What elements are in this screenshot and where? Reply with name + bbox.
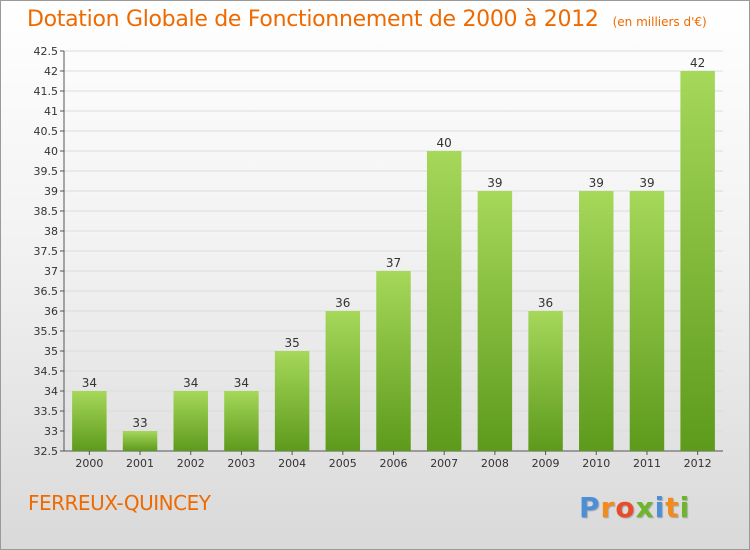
bar-2010 xyxy=(579,191,614,451)
bar-2004 xyxy=(274,351,310,451)
bar-value-label: 35 xyxy=(284,336,299,350)
bar-2003 xyxy=(224,391,259,451)
bar-2002 xyxy=(173,391,208,451)
brand-letter: r xyxy=(600,491,616,524)
bar-value-label: 36 xyxy=(538,296,553,310)
y-tick-label: 42 xyxy=(44,65,58,78)
y-tick-label: 35.5 xyxy=(34,325,59,338)
y-tick-label: 33 xyxy=(44,425,58,438)
y-tick-label: 40.5 xyxy=(34,125,59,138)
y-tick-label: 34.5 xyxy=(34,365,59,378)
bar-value-label: 39 xyxy=(639,176,654,190)
bar-2012 xyxy=(680,71,715,451)
y-tick-label: 37.5 xyxy=(34,245,59,258)
bar-2006 xyxy=(376,271,411,451)
bar-value-label: 37 xyxy=(386,256,401,270)
x-tick-label: 2004 xyxy=(278,457,306,470)
y-tick-label: 34 xyxy=(44,385,58,398)
bars xyxy=(72,71,715,451)
x-tick-label: 2010 xyxy=(582,457,610,470)
y-tick-label: 39 xyxy=(44,185,58,198)
bar-2000 xyxy=(72,391,107,451)
x-tick-label: 2002 xyxy=(177,457,205,470)
y-tick-label: 40 xyxy=(44,145,58,158)
labels: 2000 34 2001 33 2002 34 2003 34 2004 35 2005 36 2006… xyxy=(75,56,711,470)
brand-letter: x xyxy=(635,491,655,524)
y-tick-label: 38.5 xyxy=(34,205,59,218)
chart-subtitle: (en milliers d'€) xyxy=(612,15,707,29)
brand-letter: i xyxy=(654,491,666,524)
y-tick-label: 33.5 xyxy=(34,405,59,418)
brand-letter: o xyxy=(615,491,636,524)
y-tick-label: 41.5 xyxy=(34,85,59,98)
x-tick-label: 2011 xyxy=(633,457,661,470)
brand-letter: i xyxy=(679,491,691,524)
y-tick-label: 41 xyxy=(44,105,58,118)
y-tick-label: 32.5 xyxy=(34,445,59,458)
x-tick-label: 2009 xyxy=(532,457,560,470)
y-tick-label: 42.5 xyxy=(34,45,59,58)
bar-2009 xyxy=(528,311,563,451)
x-tick-label: 2007 xyxy=(430,457,458,470)
y-tick-label: 36.5 xyxy=(34,285,59,298)
x-tick-label: 2003 xyxy=(227,457,255,470)
brand-logo[interactable]: Proxiti xyxy=(579,491,690,524)
bar-2001 xyxy=(122,431,158,451)
bar-value-label: 39 xyxy=(589,176,604,190)
y-tick-label: 38 xyxy=(44,225,58,238)
x-tick-label: 2000 xyxy=(75,457,103,470)
bar-value-label: 34 xyxy=(234,376,249,390)
bar-value-label: 33 xyxy=(132,416,147,430)
bar-2008 xyxy=(477,191,513,451)
bar-2005 xyxy=(325,311,361,451)
x-tick-label: 2001 xyxy=(126,457,154,470)
bar-value-label: 34 xyxy=(82,376,97,390)
chart-title-text: Dotation Globale de Fonctionnement de 20… xyxy=(27,7,599,32)
y-tick-label: 39.5 xyxy=(34,165,59,178)
bar-value-label: 40 xyxy=(437,136,452,150)
x-tick-label: 2008 xyxy=(481,457,509,470)
x-tick-label: 2006 xyxy=(380,457,408,470)
y-tick-label: 36 xyxy=(44,305,58,318)
bar-2007 xyxy=(426,151,462,451)
brand-letter: t xyxy=(665,491,680,524)
x-tick-label: 2005 xyxy=(329,457,357,470)
chart-title: Dotation Globale de Fonctionnement de 20… xyxy=(27,7,707,32)
y-tick-label: 35 xyxy=(44,345,58,358)
bar-value-label: 36 xyxy=(335,296,350,310)
bar-value-label: 34 xyxy=(183,376,198,390)
x-tick-label: 2012 xyxy=(684,457,712,470)
brand-letter: P xyxy=(579,491,601,524)
bar-2011 xyxy=(629,191,665,451)
bar-value-label: 39 xyxy=(487,176,502,190)
bar-value-label: 42 xyxy=(690,56,705,70)
y-tick-label: 37 xyxy=(44,265,58,278)
commune-name: FERREUX-QUINCEY xyxy=(28,491,211,515)
